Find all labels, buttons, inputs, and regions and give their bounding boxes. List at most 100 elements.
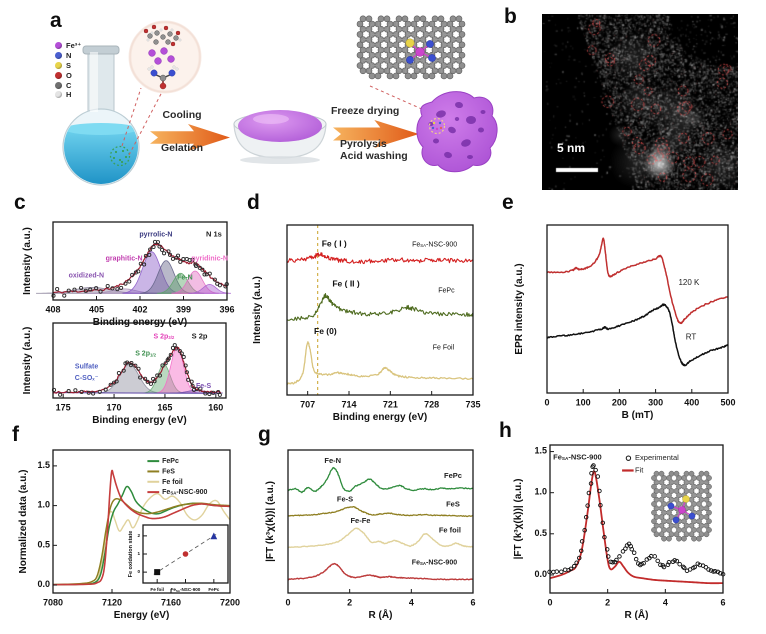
legend-item: N (55, 51, 81, 61)
svg-text:0: 0 (544, 398, 549, 408)
svg-text:FeSA-NSC-900: FeSA-NSC-900 (412, 241, 457, 248)
svg-text:Fe-N: Fe-N (177, 275, 193, 282)
svg-text:120 K: 120 K (678, 278, 700, 287)
svg-text:Fe foil: Fe foil (439, 525, 461, 534)
svg-text:0.5: 0.5 (37, 540, 50, 550)
element-color-dot (55, 61, 62, 69)
svg-text:4: 4 (409, 598, 414, 608)
element-legend: Fe³⁺ N S O C H (55, 41, 81, 100)
svg-text:2: 2 (137, 533, 140, 538)
legend-item: H (55, 90, 81, 100)
element-label: N (66, 51, 72, 61)
svg-text:S 2p1/2: S 2p1/2 (135, 351, 156, 358)
svg-text:Fe ( I ): Fe ( I ) (322, 239, 347, 249)
epr-chart: 0 100 200 300 400 500 B (mT) EPR intensity (a.u… (514, 224, 736, 421)
svg-text:165: 165 (157, 403, 172, 413)
svg-text:Intensity (a.u.): Intensity (a.u.) (22, 227, 33, 295)
svg-text:FeSA-NSC-900: FeSA-NSC-900 (162, 489, 207, 496)
scale-bar-label: 5 nm (557, 141, 586, 155)
xps-fe2p-chart: 707 714 721 728 735 Binding energy (eV) Intens… (252, 224, 481, 423)
svg-text:EPR intensity (a.u.): EPR intensity (a.u.) (514, 263, 525, 354)
svg-text:Fe-S: Fe-S (337, 495, 353, 504)
element-color-dot (55, 52, 62, 60)
svg-text:707: 707 (300, 400, 315, 410)
element-color-dot (55, 42, 62, 50)
svg-text:R (Å): R (Å) (625, 608, 649, 621)
element-label: H (66, 90, 72, 100)
svg-text:0.0: 0.0 (37, 579, 50, 589)
panel-label-a: a (50, 9, 62, 32)
svg-text:N 1s: N 1s (206, 230, 222, 239)
svg-text:Fe foil: Fe foil (150, 587, 164, 592)
svg-text:200: 200 (612, 398, 627, 408)
svg-text:Fe-N: Fe-N (324, 456, 341, 465)
svg-text:Normalized data (a.u.): Normalized data (a.u.) (18, 470, 29, 574)
svg-text:2: 2 (605, 598, 610, 608)
svg-text:RT: RT (686, 333, 697, 342)
svg-text:|FT (k³χ(k))| (a.u.): |FT (k³χ(k))| (a.u.) (513, 479, 524, 560)
svg-text:Fit: Fit (635, 465, 644, 474)
svg-text:399: 399 (176, 305, 191, 315)
svg-text:1.5: 1.5 (37, 460, 50, 470)
panel-label-e: e (502, 191, 514, 214)
xanes-chart: 7080 7120 7160 7200 0.0 0.5 1.0 1.5 Energy (eV) N… (18, 449, 240, 621)
svg-text:0: 0 (547, 598, 552, 608)
svg-text:1: 1 (137, 551, 140, 556)
svg-text:4: 4 (663, 598, 668, 608)
svg-text:Binding energy (eV): Binding energy (eV) (333, 412, 427, 423)
arrow2-label-mid: Pyrolysis (340, 138, 387, 150)
svg-text:S 2p: S 2p (192, 332, 208, 341)
svg-text:C-SOx⁻: C-SOx⁻ (75, 375, 99, 382)
element-label: C (66, 80, 72, 90)
svg-text:Fe-S: Fe-S (196, 383, 212, 390)
svg-text:Intensity (a.u.): Intensity (a.u.) (252, 276, 263, 344)
xps-n1s-s2p-chart: 408 405 402 399 396 Binding energy (eV) Intens… (22, 221, 235, 426)
svg-text:B (mT): B (mT) (622, 410, 654, 421)
svg-text:6: 6 (470, 598, 475, 608)
arrow2-label-top: Freeze drying (331, 105, 400, 117)
svg-text:405: 405 (89, 305, 104, 315)
svg-text:7200: 7200 (220, 598, 240, 608)
svg-text:Experimental: Experimental (635, 453, 679, 462)
arrow1-label-top: Cooling (162, 109, 202, 121)
arrow2-label-bottom: Acid washing (340, 150, 408, 162)
svg-text:2: 2 (347, 598, 352, 608)
svg-text:Binding energy (eV): Binding energy (eV) (92, 415, 186, 426)
svg-text:pyridinic-N: pyridinic-N (191, 255, 228, 262)
svg-text:oxidized-N: oxidized-N (69, 272, 104, 279)
element-color-dot (55, 81, 62, 89)
svg-text:396: 396 (219, 305, 234, 315)
svg-text:721: 721 (383, 400, 398, 410)
legend-item: S (55, 61, 81, 71)
svg-text:Intensity (a.u.): Intensity (a.u.) (22, 327, 33, 395)
panel-label-c: c (14, 191, 26, 214)
svg-text:|FT (k³χ(k))| (a.u.): |FT (k³χ(k))| (a.u.) (265, 481, 276, 562)
panel-label-f: f (12, 423, 19, 446)
legend-item: C (55, 80, 81, 90)
svg-text:FeSA-NSC-900: FeSA-NSC-900 (553, 452, 602, 461)
panel-label-d: d (247, 191, 260, 214)
svg-text:6: 6 (720, 598, 725, 608)
exafs-fit-chart: 0 2 4 6 0.0 0.5 1.0 1.5 R (Å) |FT (k³χ(k))| (a.u.… (513, 444, 726, 621)
svg-text:FeSA-NSC-900: FeSA-NSC-900 (412, 559, 457, 566)
svg-text:Fe Foil: Fe Foil (433, 344, 455, 351)
svg-text:R (Å): R (Å) (369, 608, 393, 621)
svg-text:175: 175 (56, 403, 71, 413)
svg-text:408: 408 (45, 305, 60, 315)
svg-text:FePc: FePc (162, 458, 179, 465)
svg-text:1.5: 1.5 (534, 446, 547, 456)
svg-text:Binding energy (eV): Binding energy (eV) (93, 317, 187, 328)
element-label: O (66, 70, 72, 80)
svg-text:7120: 7120 (102, 598, 122, 608)
svg-text:1.0: 1.0 (37, 500, 50, 510)
svg-text:100: 100 (576, 398, 591, 408)
panel-label-b: b (504, 5, 517, 28)
svg-text:graphitic-N: graphitic-N (106, 255, 143, 262)
legend-item: Fe³⁺ (55, 41, 81, 51)
svg-text:Fe (0): Fe (0) (314, 326, 337, 336)
svg-text:0.5: 0.5 (534, 528, 547, 538)
svg-text:160: 160 (208, 403, 223, 413)
svg-text:FePc: FePc (438, 287, 455, 294)
svg-text:0: 0 (285, 598, 290, 608)
svg-text:402: 402 (132, 305, 147, 315)
